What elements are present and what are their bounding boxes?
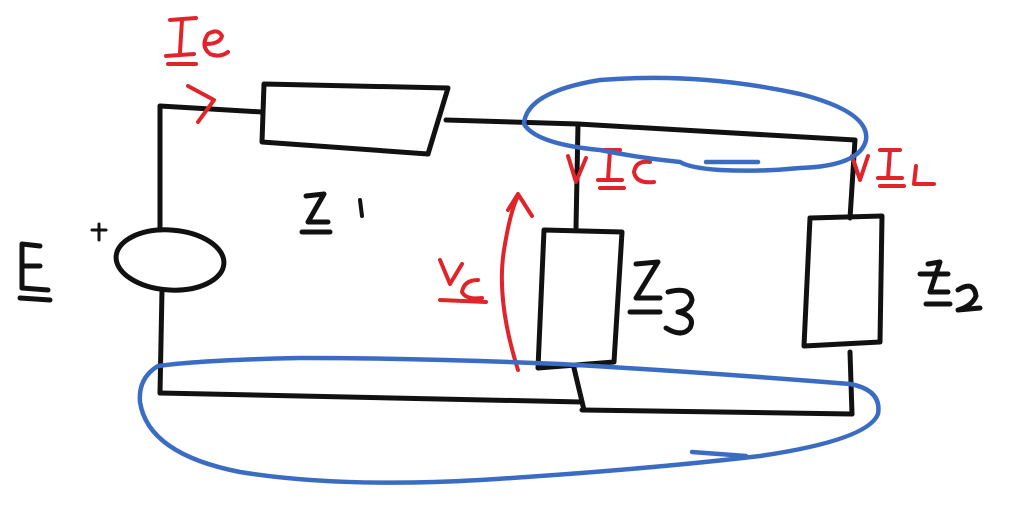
label-z3-group [627,259,695,336]
label-z2-glyph [917,259,953,307]
label-z1-group [299,191,364,235]
wire-top-mid [443,117,581,127]
label-e-underline [17,295,53,303]
label-z2-sub-glyph [955,283,983,313]
wire-bottom-right [579,407,855,417]
voltage-vc-text: Vc [440,289,442,291]
z2-resistor [801,213,885,349]
current-ic-c-glyph [632,159,656,185]
label-plus-text: + [92,238,93,241]
wire-left-lower [157,287,165,396]
current-ie-glyph [164,16,198,66]
current-ic-v-glyph [566,154,588,184]
label-z3-glyph [627,259,663,315]
label-e-text: E [18,289,19,291]
wire-bottom-left [157,390,585,405]
loop-top-blue [521,75,869,173]
loop-bottom-blue-tick [689,449,749,459]
z1-resistor [259,81,451,157]
current-ie-arrow [186,84,216,124]
wire-top-right [575,121,858,143]
voltage-vc-v-glyph [438,258,464,286]
voltage-vc-group [438,258,488,304]
label-z3-sub-glyph [663,287,695,336]
current-ie-sub-glyph [202,29,230,58]
voltage-source-symbol [113,227,227,293]
label-z1-glyph [299,191,333,235]
voltage-vc-c-glyph [460,278,484,301]
current-ie-group [164,16,230,124]
plus-mark [90,222,108,242]
z3-resistor [535,227,625,371]
wire-right-upper [847,137,858,221]
label-e-group: E [17,241,53,303]
label-z3-sub-text: 3 [668,319,669,321]
label-z2-group [917,259,983,313]
current-il-l-glyph [912,164,936,186]
voltage-vc-underline [438,298,488,304]
wire-mid-lower [571,365,587,413]
label-plus-group [90,222,108,242]
current-il-i-glyph [876,148,906,188]
current-il-group [850,148,936,188]
voltage-arrow-head [506,192,534,218]
label-e-glyph [19,241,51,293]
label-z1-sub-glyph [358,198,364,218]
voltage-arrow-curve [499,194,520,372]
loop-bottom-blue [137,355,881,485]
voltage-arrow-group [499,192,534,372]
wire-top-left [157,103,265,115]
current-il-v-glyph [850,154,870,182]
current-ic-text: V Ic [568,179,570,181]
circuit-wires [157,103,858,417]
